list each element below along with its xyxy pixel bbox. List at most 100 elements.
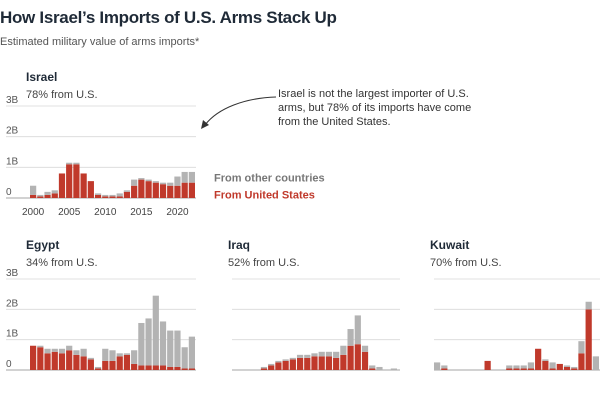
- iraq-bar-other-2006: [275, 360, 282, 363]
- legend-label-other: From other countries: [214, 172, 325, 184]
- kuwait-bar-other-2013: [527, 362, 535, 369]
- egypt-bar-us-2020: [174, 366, 181, 370]
- kuwait-bar-other-2015: [542, 359, 549, 361]
- israel-bar-us-2014: [131, 185, 138, 198]
- kuwait-bar-other-2011: [513, 365, 520, 369]
- egypt-bar-us-2007: [80, 356, 87, 370]
- annotation-arrowhead: [201, 120, 209, 129]
- egypt-bar-us-2011: [109, 360, 116, 370]
- egypt-bar-other-2012: [116, 353, 123, 357]
- iraq-bar-other-2010: [304, 354, 311, 358]
- iraq-bar-us-2017: [354, 344, 361, 370]
- iraq-bar-other-2014: [333, 351, 340, 358]
- israel-xtick-label-2000: 2000: [22, 207, 45, 218]
- egypt-bar-us-2014: [131, 363, 138, 370]
- egypt-bar-other-2004: [58, 348, 66, 354]
- israel-bar-us-2005: [66, 164, 73, 198]
- israel-bar-us-2004: [58, 173, 66, 198]
- egypt-ytick-label: 1B: [6, 329, 19, 340]
- israel-xtick-label-2010: 2010: [94, 207, 117, 218]
- israel-bar-us-2018: [159, 184, 167, 198]
- iraq-bar-other-2008: [289, 357, 296, 360]
- kuwait-bar-us-2001: [441, 368, 448, 370]
- israel-ytick-label: 3B: [6, 95, 19, 106]
- israel-bar-other-2019: [167, 182, 174, 186]
- israel-bar-other-2005: [66, 162, 73, 165]
- kuwait-bar-other-2021: [585, 301, 592, 310]
- israel-bar-other-2021: [181, 171, 188, 183]
- kuwait-bar-other-2001: [441, 365, 448, 369]
- chart-title: How Israel’s Imports of U.S. Arms Stack …: [0, 8, 337, 27]
- iraq-bar-other-2007: [282, 359, 289, 361]
- iraq-bar-other-2005: [268, 363, 275, 366]
- iraq-bar-us-2011: [311, 356, 318, 370]
- egypt-bar-us-2002: [44, 353, 51, 370]
- israel-bar-us-2012: [116, 196, 123, 198]
- iraq-bar-other-2016: [347, 329, 354, 346]
- israel-bar-other-2009: [94, 193, 102, 195]
- egypt-bar-us-2012: [116, 356, 123, 370]
- egypt-bar-other-2018: [159, 321, 167, 366]
- iraq-bar-us-2005: [268, 365, 275, 370]
- israel-bar-us-2002: [44, 194, 51, 198]
- egypt-bar-us-2009: [94, 368, 102, 370]
- iraq-bar-us-2013: [325, 356, 333, 370]
- iraq-bar-other-2004: [260, 366, 268, 369]
- israel-bar-other-2010: [102, 194, 109, 197]
- egypt-ytick-label: 2B: [6, 298, 19, 309]
- egypt-bar-us-2016: [145, 365, 152, 370]
- kuwait-bar-us-2012: [520, 368, 527, 370]
- egypt-bar-other-2008: [87, 357, 94, 360]
- israel-bar-us-2006: [73, 164, 80, 198]
- egypt-bar-other-2014: [131, 350, 138, 364]
- kuwait-bar-us-2020: [578, 353, 585, 370]
- kuwait-bar-other-2010: [506, 365, 513, 369]
- israel-bar-us-2001: [37, 196, 44, 198]
- israel-bar-us-2015: [138, 179, 145, 198]
- kuwait-bar-us-2013: [527, 368, 535, 370]
- egypt-bar-us-2018: [159, 365, 167, 370]
- kuwait-bar-us-2010: [506, 368, 513, 370]
- iraq-bar-other-2017: [354, 315, 361, 345]
- iraq-bar-other-2009: [296, 354, 304, 358]
- iraq-bar-us-2010: [304, 357, 311, 370]
- israel-bar-us-2022: [188, 182, 195, 198]
- israel-bar-other-2017: [152, 181, 159, 183]
- israel-ytick-label: 0: [6, 187, 12, 198]
- kuwait-bar-us-2014: [535, 348, 542, 370]
- israel-bar-other-2003: [51, 190, 58, 194]
- kuwait-bar-us-2021: [585, 309, 592, 370]
- panel-share-kuwait: 70% from U.S.: [430, 257, 502, 269]
- egypt-bar-other-2020: [174, 330, 181, 367]
- kuwait-bar-us-2007: [484, 360, 491, 370]
- panel-share-egypt: 34% from U.S.: [26, 257, 98, 269]
- egypt-bar-us-2000: [30, 345, 37, 370]
- iraq-bar-other-2018: [361, 345, 369, 352]
- israel-bar-us-2019: [167, 185, 174, 198]
- egypt-bar-us-2019: [167, 366, 174, 370]
- israel-bar-other-2022: [188, 171, 195, 183]
- egypt-bar-other-2011: [109, 350, 116, 361]
- iraq-bar-other-2022: [390, 368, 397, 370]
- panel-title-kuwait: Kuwait: [430, 238, 470, 252]
- iraq-bar-us-2019: [369, 368, 376, 370]
- iraq-bar-us-2008: [289, 359, 296, 370]
- kuwait-bar-us-2017: [556, 363, 563, 370]
- israel-bar-us-2020: [174, 185, 181, 198]
- israel-bar-other-2016: [145, 179, 152, 182]
- egypt-bar-us-2010: [102, 360, 109, 370]
- panel-title-egypt: Egypt: [26, 238, 60, 252]
- egypt-bar-other-2016: [145, 318, 152, 366]
- annotation-text: Israel is not the largest importer of U.…: [278, 88, 472, 128]
- egypt-bar-other-2005: [66, 345, 73, 351]
- israel-xtick-label-2020: 2020: [166, 207, 189, 218]
- egypt-bar-us-2006: [73, 354, 80, 370]
- chart-subtitle: Estimated military value of arms imports…: [0, 36, 200, 48]
- egypt-bar-other-2022: [188, 336, 195, 369]
- israel-bar-other-2002: [44, 191, 51, 195]
- egypt-bar-other-2021: [181, 347, 188, 369]
- iraq-bar-other-2013: [325, 351, 333, 357]
- egypt-bar-other-2017: [152, 295, 159, 366]
- egypt-bar-us-2015: [138, 365, 145, 370]
